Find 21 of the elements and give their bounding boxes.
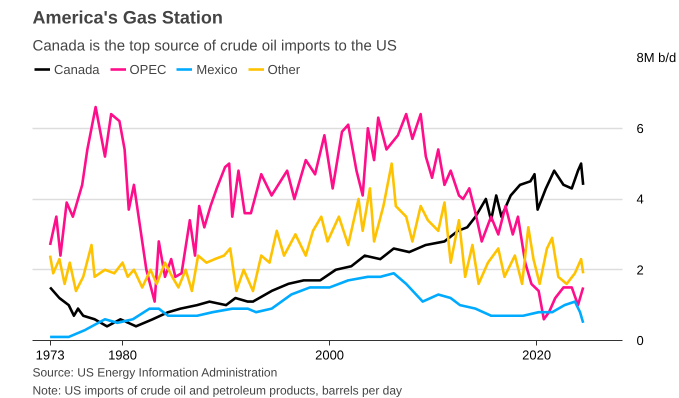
y-tick-label: 2	[636, 262, 644, 278]
legend-label: Canada	[54, 62, 100, 76]
y-tick-label: 8M b/d	[636, 50, 676, 65]
line-series	[48, 162, 584, 292]
legend-label: Other	[268, 62, 300, 76]
x-tick-label: 2000	[315, 348, 344, 362]
y-tick-label: 6	[636, 120, 644, 136]
legend-label: OPEC	[130, 62, 166, 76]
chart-subtitle: Canada is the top source of crude oil imports to the US	[32, 38, 397, 54]
legend-label: Mexico	[196, 62, 238, 76]
chart-title: America's Gas Station	[32, 8, 223, 28]
line-series	[48, 272, 584, 338]
text: Note: US imports of crude oil and petroleum products, barrels per day	[32, 384, 402, 398]
y-tick-label: 4	[636, 192, 644, 206]
x-tick-label: 1973	[36, 348, 65, 362]
x-tick-label: 1980	[108, 348, 138, 362]
source-note: Source: US Energy Information Administration	[32, 366, 278, 380]
y-tick-label: 0	[636, 333, 644, 348]
x-tick-label: 2020	[522, 348, 552, 362]
line-series	[48, 106, 584, 321]
line-series	[48, 162, 584, 328]
